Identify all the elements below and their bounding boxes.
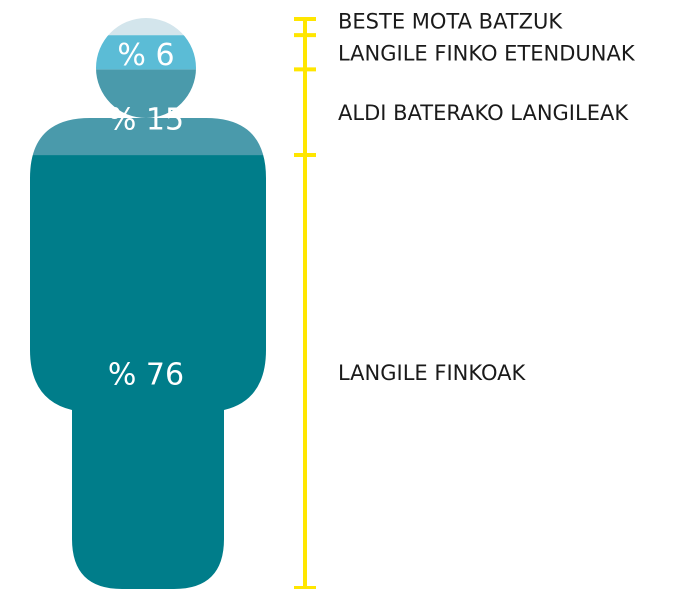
value-label: % 76 xyxy=(108,358,184,393)
category-label: LANGILE FINKO ETENDUNAK xyxy=(338,41,636,65)
value-label: % 15 xyxy=(108,103,184,138)
category-label: BESTE MOTA BATZUK xyxy=(338,10,563,34)
value-label: % 3 xyxy=(206,11,263,46)
category-label: ALDI BATERAKO LANGILEAK xyxy=(338,101,629,125)
value-label: % 6 xyxy=(117,38,174,73)
category-label: LANGILE FINKOAK xyxy=(338,361,526,385)
